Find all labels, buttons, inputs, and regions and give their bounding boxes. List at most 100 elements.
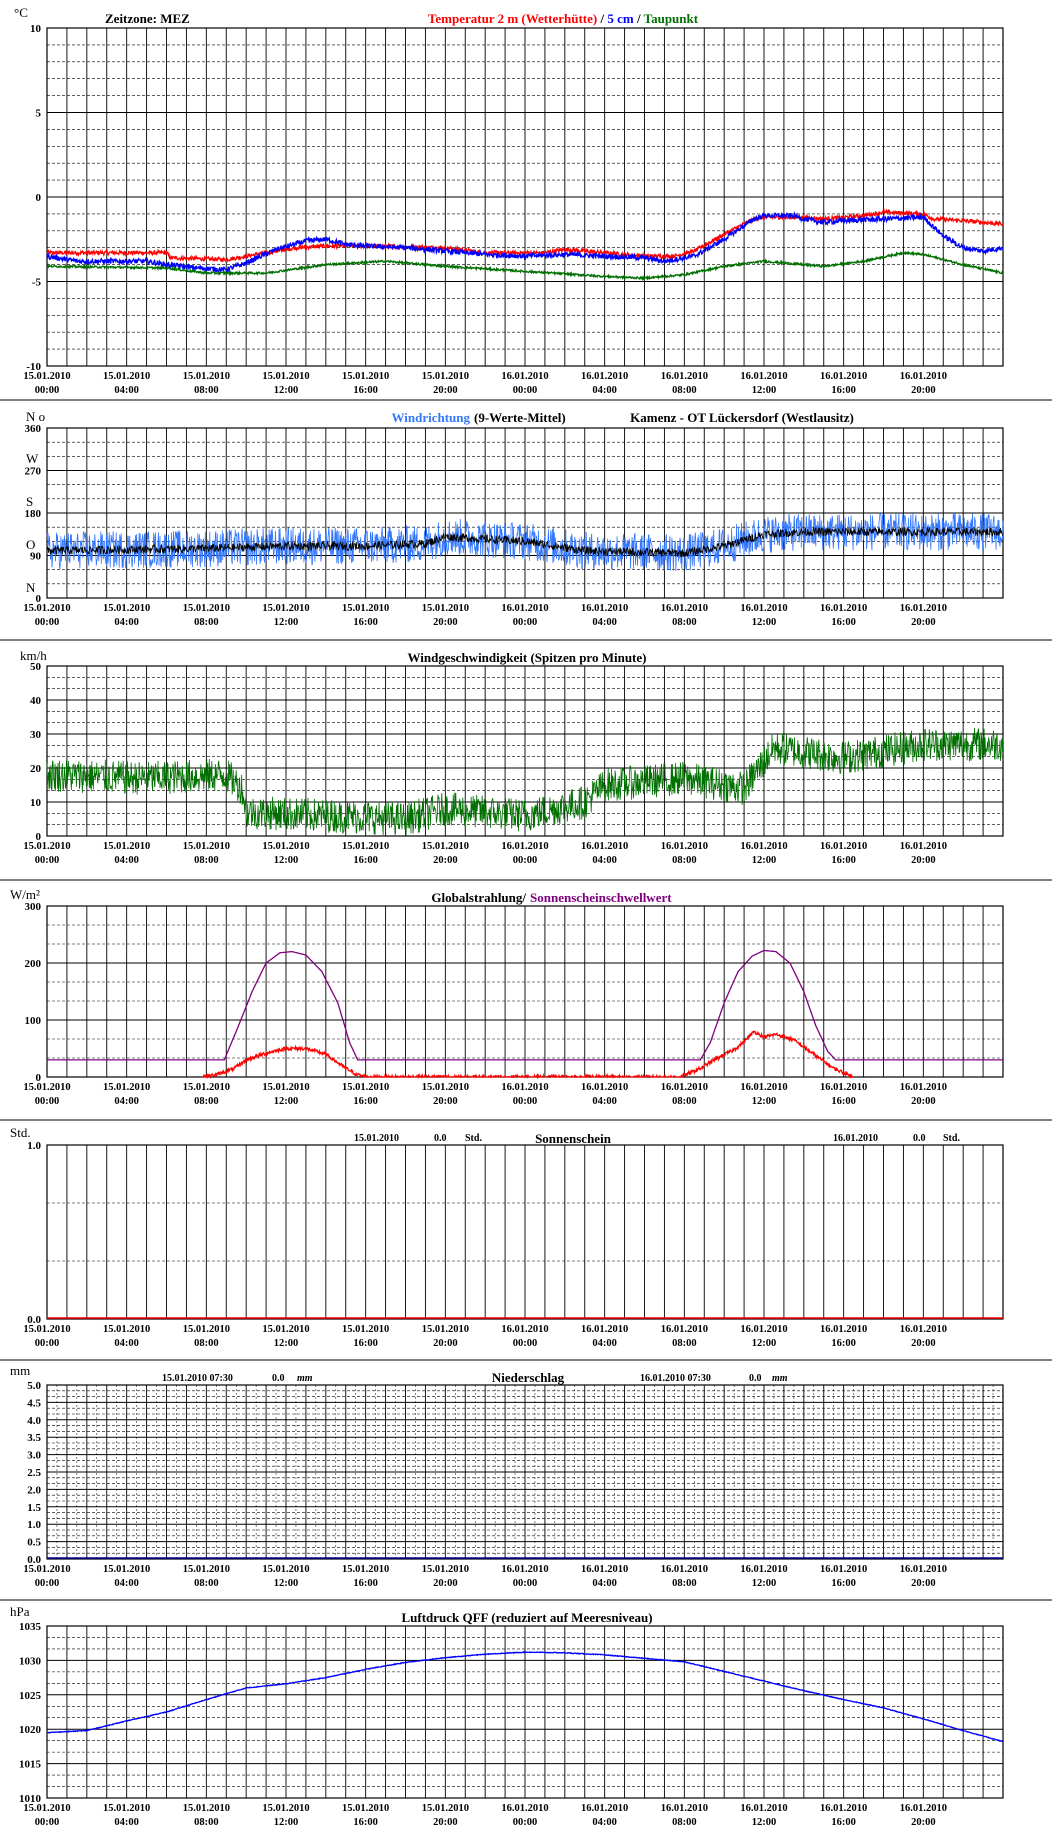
x-tick-time: 20:00 <box>911 385 936 396</box>
radiation-title: Globalstrahlung/ <box>431 890 526 905</box>
y-tick-label: 1.0 <box>27 1519 41 1531</box>
x-tick-date: 16.01.2010 <box>740 1082 787 1093</box>
x-tick-time: 00:00 <box>513 617 538 628</box>
y-tick-label: 100 <box>25 1015 42 1027</box>
title-temp-2m: Temperatur 2 m (Wetterhütte) <box>428 11 597 26</box>
x-tick-date: 16.01.2010 <box>740 371 787 382</box>
y-tick-label: 180 <box>25 508 42 520</box>
x-tick-time: 20:00 <box>433 1096 458 1107</box>
x-tick-time: 04:00 <box>592 1338 617 1349</box>
precipitation-unit-1: mm <box>297 1373 313 1384</box>
sunshine-threshold-title: Sonnenscheinschwellwert <box>530 890 672 905</box>
series-taupunkt <box>46 250 1004 282</box>
x-tick-date: 15.01.2010 <box>422 371 469 382</box>
x-tick-date: 15.01.2010 <box>262 1082 309 1093</box>
x-tick-date: 16.01.2010 <box>740 1564 787 1575</box>
x-tick-date: 15.01.2010 <box>342 1324 389 1335</box>
x-tick-date: 15.01.2010 <box>262 603 309 614</box>
x-tick-time: 16:00 <box>831 1578 856 1589</box>
x-tick-time: 12:00 <box>752 385 777 396</box>
x-tick-date: 15.01.2010 <box>422 603 469 614</box>
plot-frame <box>46 1625 1004 1799</box>
x-tick-time: 20:00 <box>911 1338 936 1349</box>
x-tick-time: 20:00 <box>433 617 458 628</box>
y-tick-label: 1015 <box>19 1759 42 1771</box>
x-tick-time: 00:00 <box>35 1096 60 1107</box>
x-tick-time: 16:00 <box>353 1096 378 1107</box>
y-tick-label: 10 <box>30 797 42 809</box>
panel-separators <box>0 399 1052 1601</box>
x-tick-date: 15.01.2010 <box>183 841 230 852</box>
y-tick-label: 5.0 <box>27 1380 41 1392</box>
wind-direction-panel: 360 270 180 90 0 15.01.2010 00:00 15.01.2010 04… <box>23 409 1004 628</box>
x-tick-date: 16.01.2010 <box>661 371 708 382</box>
x-tick-date: 15.01.2010 <box>23 1082 70 1093</box>
x-tick-date: 16.01.2010 <box>900 841 947 852</box>
series-5-cm <box>46 210 1004 274</box>
pressure-unit: hPa <box>10 1604 30 1619</box>
y-tick-label: -10 <box>26 361 41 373</box>
x-tick-date: 15.01.2010 <box>342 371 389 382</box>
x-tick-time: 04:00 <box>592 855 617 866</box>
x-tick-time: 16:00 <box>353 617 378 628</box>
x-tick-time: 20:00 <box>433 1817 458 1828</box>
x-tick-time: 00:00 <box>35 617 60 628</box>
x-tick-time: 20:00 <box>911 1096 936 1107</box>
x-tick-date: 15.01.2010 <box>183 1803 230 1814</box>
x-tick-time: 20:00 <box>911 855 936 866</box>
x-tick-date: 16.01.2010 <box>740 841 787 852</box>
x-tick-date: 15.01.2010 <box>262 1324 309 1335</box>
x-tick-date: 16.01.2010 <box>900 1082 947 1093</box>
series-windrichtung <box>46 512 1004 571</box>
x-tick-date: 15.01.2010 <box>183 1564 230 1575</box>
series-temperatur-2-m-wetterh-tte- <box>46 208 1004 263</box>
x-tick-date: 16.01.2010 <box>581 1803 628 1814</box>
y-tick-label: -5 <box>32 277 42 289</box>
x-tick-time: 00:00 <box>513 1338 538 1349</box>
y-tick-label: 90 <box>30 551 42 563</box>
precipitation-panel: 5.0 4.5 4.0 3.5 3.0 2.5 2.0 1.5 1.0 0.5 0.0 15.01.… <box>10 1363 1004 1589</box>
x-tick-date: 16.01.2010 <box>820 1324 867 1335</box>
x-tick-time: 12:00 <box>752 1817 777 1828</box>
x-tick-time: 08:00 <box>672 385 697 396</box>
precipitation-title: Niederschlag <box>492 1370 565 1385</box>
x-tick-time: 20:00 <box>433 1338 458 1349</box>
x-tick-time: 08:00 <box>194 1338 219 1349</box>
y-tick-label: 20 <box>30 763 42 775</box>
sunshine-unit-2: Std. <box>943 1133 960 1144</box>
y-tick-label: 30 <box>30 729 42 741</box>
y-tick-label: 10 <box>30 23 42 35</box>
x-tick-date: 15.01.2010 <box>262 841 309 852</box>
station-name: Kamenz - OT Lückersdorf (Westlausitz) <box>630 410 854 425</box>
y-tick-label: 200 <box>25 958 42 970</box>
series-windgeschwindigkeit <box>46 727 1004 836</box>
x-tick-date: 15.01.2010 <box>422 1324 469 1335</box>
x-tick-time: 04:00 <box>592 617 617 628</box>
x-tick-date: 16.01.2010 <box>900 371 947 382</box>
x-tick-time: 12:00 <box>274 1338 299 1349</box>
x-tick-date: 15.01.2010 <box>23 1564 70 1575</box>
x-tick-time: 08:00 <box>194 1817 219 1828</box>
x-tick-time: 08:00 <box>194 1096 219 1107</box>
precipitation-value-2: 0.0 <box>749 1373 762 1384</box>
x-tick-date: 16.01.2010 <box>501 841 548 852</box>
sunshine-unit-1: Std. <box>465 1133 482 1144</box>
y-tick-label: 0.5 <box>27 1537 41 1549</box>
plot-frame <box>46 427 1004 599</box>
x-tick-time: 12:00 <box>752 1096 777 1107</box>
wind-speed-panel: 50 40 30 20 10 0 15.01.2010 00:00 15.01.2010 04:… <box>20 648 1004 866</box>
sunshine-value-2: 0.0 <box>913 1133 926 1144</box>
x-tick-date: 15.01.2010 <box>183 603 230 614</box>
x-tick-time: 12:00 <box>752 1338 777 1349</box>
precipitation-date-1: 15.01.2010 07:30 <box>162 1373 233 1384</box>
sunshine-value-1: 0.0 <box>434 1133 447 1144</box>
x-tick-time: 08:00 <box>672 1817 697 1828</box>
x-tick-time: 16:00 <box>831 1338 856 1349</box>
precipitation-value-1: 0.0 <box>272 1373 285 1384</box>
y-tick-label: 1.5 <box>27 1502 41 1514</box>
x-tick-date: 16.01.2010 <box>740 1324 787 1335</box>
sunshine-unit: Std. <box>10 1125 31 1140</box>
sunshine-date-1: 15.01.2010 <box>354 1133 399 1144</box>
x-tick-time: 12:00 <box>274 1096 299 1107</box>
x-tick-date: 15.01.2010 <box>103 1803 150 1814</box>
